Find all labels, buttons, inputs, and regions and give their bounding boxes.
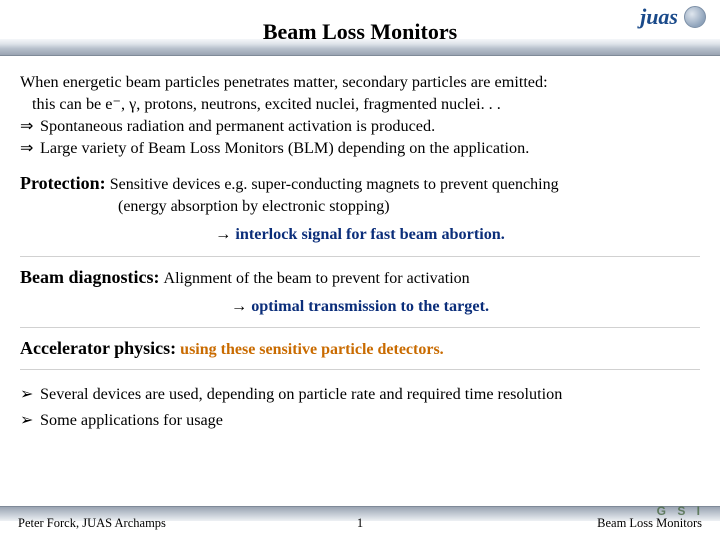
triangle-bullet-icon: ➢	[20, 410, 40, 432]
footer: Peter Forck, JUAS Archamps 1 Beam Loss M…	[0, 506, 720, 540]
slide-content: When energetic beam particles penetrates…	[0, 56, 720, 432]
right-arrow-icon: →	[215, 225, 231, 243]
diagnostics-line: Beam diagnostics: Alignment of the beam …	[20, 265, 700, 290]
protection-action-line: → interlock signal for fast beam abortio…	[20, 218, 700, 254]
physics-desc: using these sensitive particle detectors…	[180, 341, 444, 358]
double-arrow-icon: ⇒	[20, 138, 40, 160]
bullet-2: ➢ Some applications for usage	[20, 406, 700, 432]
intro-line-2: this can be e⁻, γ, protons, neutrons, ex…	[20, 94, 700, 116]
physics-block: Accelerator physics: using these sensiti…	[20, 328, 700, 370]
diagnostics-action-line: → optimal transmission to the target.	[20, 290, 700, 326]
footer-right: Beam Loss Monitors	[597, 516, 702, 531]
physics-label: Accelerator physics:	[20, 338, 176, 358]
double-arrow-icon: ⇒	[20, 116, 40, 138]
implication-2-text: Large variety of Beam Loss Monitors (BLM…	[40, 138, 529, 160]
page-number: 1	[357, 516, 363, 531]
diagnostics-action: optimal transmission to the target.	[251, 297, 489, 315]
diagnostics-label: Beam diagnostics:	[20, 267, 160, 287]
implication-1: ⇒ Spontaneous radiation and permanent ac…	[20, 116, 700, 138]
protection-line: Protection: Sensitive devices e.g. super…	[20, 171, 700, 196]
bullet-1-text: Several devices are used, depending on p…	[40, 384, 562, 406]
protection-desc-2: (energy absorption by electronic stoppin…	[20, 196, 700, 218]
header-band: Beam Loss Monitors juas	[0, 0, 720, 56]
diagnostics-block: Beam diagnostics: Alignment of the beam …	[20, 257, 700, 329]
juas-logo-icon	[684, 6, 706, 28]
juas-logo-text: juas	[640, 4, 678, 30]
right-arrow-icon: →	[231, 297, 247, 315]
footer-left: Peter Forck, JUAS Archamps	[18, 516, 166, 531]
protection-label: Protection:	[20, 173, 106, 193]
implication-2: ⇒ Large variety of Beam Loss Monitors (B…	[20, 138, 700, 160]
implication-1-text: Spontaneous radiation and permanent acti…	[40, 116, 435, 138]
diagnostics-desc: Alignment of the beam to prevent for act…	[164, 270, 470, 287]
bullet-1: ➢ Several devices are used, depending on…	[20, 380, 700, 406]
bullet-2-text: Some applications for usage	[40, 410, 223, 432]
juas-logo: juas	[640, 4, 706, 30]
intro-line-1: When energetic beam particles penetrates…	[20, 72, 700, 94]
slide-title: Beam Loss Monitors	[263, 19, 457, 45]
triangle-bullet-icon: ➢	[20, 384, 40, 406]
protection-action: interlock signal for fast beam abortion.	[235, 225, 504, 243]
protection-block: Protection: Sensitive devices e.g. super…	[20, 171, 700, 256]
